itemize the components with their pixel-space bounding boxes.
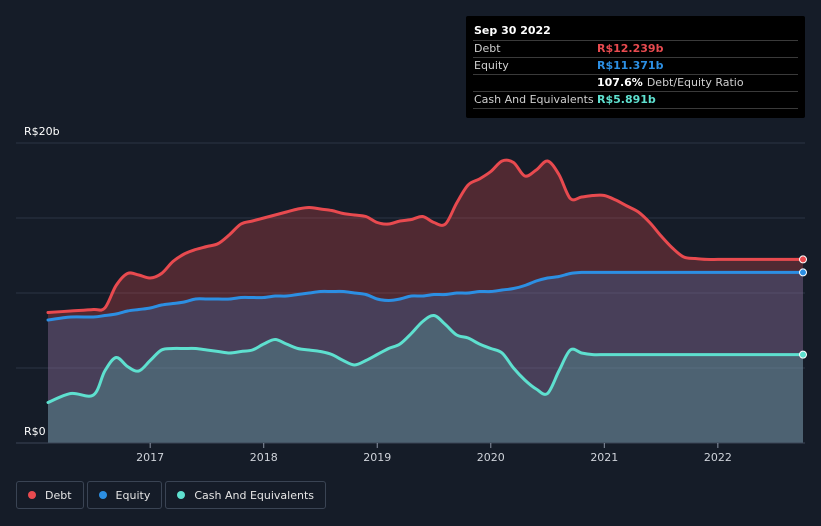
legend: Debt Equity Cash And Equivalents bbox=[16, 481, 329, 509]
equity-area bbox=[48, 272, 803, 443]
y-tick-label-0: R$0 bbox=[24, 425, 46, 438]
cash-area bbox=[48, 315, 803, 443]
tooltip-cash-label: Cash And Equivalents bbox=[474, 93, 594, 106]
series-areas bbox=[48, 160, 803, 443]
cash-end-marker bbox=[799, 350, 807, 359]
debt-dot-icon bbox=[28, 491, 36, 499]
x-tick-label-2020: 2020 bbox=[477, 451, 505, 464]
tooltip-date: Sep 30 2022 bbox=[474, 24, 551, 37]
axes: R$0 R$20b 2017 2018 2019 2020 2021 2022 bbox=[16, 125, 805, 464]
tooltip-row-ratio: 107.6% Debt/Equity Ratio bbox=[473, 74, 798, 91]
tooltip-ratio-value: 107.6% bbox=[597, 76, 643, 89]
tooltip-row-debt: Debt R$12.239b bbox=[473, 40, 798, 57]
x-tick-label-2022: 2022 bbox=[704, 451, 732, 464]
cash-dot-icon bbox=[177, 491, 186, 499]
legend-item-debt[interactable]: Debt bbox=[16, 481, 84, 509]
x-tick-label-2021: 2021 bbox=[590, 451, 618, 464]
equity-dot-icon bbox=[98, 491, 107, 499]
y-tick-label-20: R$20b bbox=[24, 125, 60, 138]
legend-debt-label: Debt bbox=[45, 488, 72, 502]
tooltip-row-cash: Cash And Equivalents R$5.891b bbox=[473, 91, 798, 109]
series-end-markers bbox=[799, 255, 807, 359]
tooltip-debt-label: Debt bbox=[474, 42, 501, 55]
equity-line bbox=[46, 270, 805, 322]
debt-line bbox=[46, 158, 805, 314]
x-tick-label-2019: 2019 bbox=[363, 451, 391, 464]
tooltip-ratio-label: Debt/Equity Ratio bbox=[646, 76, 744, 89]
tooltip-equity-label: Equity bbox=[474, 59, 509, 72]
legend-cash-label: Cash And Equivalents bbox=[194, 488, 314, 502]
x-tick-label-2018: 2018 bbox=[250, 451, 278, 464]
legend-item-cash[interactable]: Cash And Equivalents bbox=[165, 481, 326, 509]
legend-item-equity[interactable]: Equity bbox=[86, 481, 163, 509]
equity-end-marker bbox=[799, 268, 807, 277]
x-tick-label-2017: 2017 bbox=[136, 451, 164, 464]
tooltip-ratio-spacer bbox=[473, 75, 597, 91]
tooltip: Sep 30 2022 Debt R$12.239b Equity R$11.3… bbox=[466, 16, 805, 118]
tooltip-equity-value: R$11.371b bbox=[597, 59, 664, 72]
tooltip-row-equity: Equity R$11.371b bbox=[473, 57, 798, 74]
tooltip-cash-value: R$5.891b bbox=[597, 93, 656, 106]
legend-equity-label: Equity bbox=[115, 488, 151, 502]
tooltip-debt-value: R$12.239b bbox=[597, 42, 664, 55]
series-lines bbox=[46, 158, 805, 404]
cash-line bbox=[46, 313, 805, 404]
debt-area bbox=[48, 160, 803, 443]
debt-end-marker bbox=[799, 255, 807, 264]
